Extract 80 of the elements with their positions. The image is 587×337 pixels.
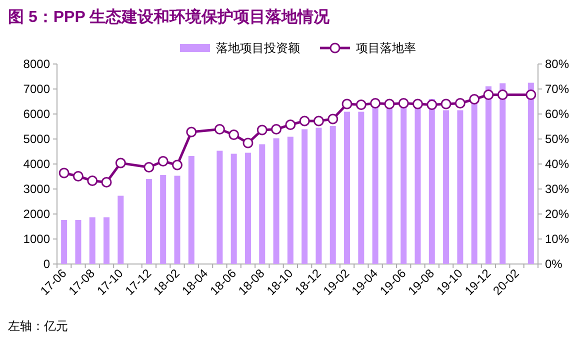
point bbox=[242, 138, 254, 148]
bar bbox=[372, 106, 378, 264]
bar bbox=[244, 152, 251, 264]
point bbox=[454, 98, 466, 108]
bar bbox=[457, 110, 464, 264]
point bbox=[483, 90, 494, 100]
point bbox=[469, 94, 480, 104]
bar bbox=[89, 217, 96, 264]
point bbox=[158, 156, 168, 166]
bar bbox=[528, 82, 534, 264]
y-tick-label: 0 bbox=[43, 257, 50, 271]
point bbox=[299, 116, 310, 126]
bar bbox=[146, 179, 152, 264]
point bbox=[271, 124, 282, 134]
point bbox=[101, 177, 112, 188]
legend-label: 落地项目投资额 bbox=[216, 41, 300, 55]
point bbox=[440, 98, 452, 110]
point bbox=[285, 120, 296, 130]
point bbox=[87, 176, 98, 186]
y-tick-label: 4000 bbox=[23, 157, 50, 171]
legend-label: 项目落地率 bbox=[356, 41, 416, 55]
point bbox=[186, 126, 197, 138]
point bbox=[356, 100, 366, 110]
y-tick-label: 3000 bbox=[23, 182, 50, 196]
y2-tick-label: 0% bbox=[545, 257, 563, 271]
bar bbox=[358, 112, 364, 264]
point bbox=[398, 98, 409, 108]
bar bbox=[273, 138, 280, 264]
bar bbox=[104, 217, 110, 264]
bar bbox=[485, 86, 492, 264]
bar bbox=[230, 154, 237, 264]
bar bbox=[216, 150, 223, 264]
y-tick-label: 8000 bbox=[23, 57, 50, 71]
y-tick-label: 7000 bbox=[23, 82, 50, 96]
y2-tick-label: 20% bbox=[545, 207, 570, 221]
point bbox=[313, 116, 324, 126]
y2-tick-label: 70% bbox=[545, 82, 570, 96]
point bbox=[342, 98, 352, 110]
y-tick-label: 6000 bbox=[23, 107, 50, 121]
point bbox=[384, 98, 395, 110]
bar bbox=[259, 144, 266, 264]
chart-title: 图 5：PPP 生态建设和环境保护项目落地情况 bbox=[8, 7, 331, 26]
point bbox=[328, 114, 338, 124]
y2-tick-label: 30% bbox=[545, 182, 570, 196]
y-tick-label: 1000 bbox=[23, 232, 50, 246]
point bbox=[144, 162, 154, 172]
point bbox=[256, 124, 268, 136]
y-tick-label: 5000 bbox=[23, 132, 50, 146]
y2-tick-label: 80% bbox=[545, 57, 570, 71]
bar bbox=[287, 136, 294, 264]
point bbox=[172, 160, 182, 170]
bar bbox=[75, 220, 82, 264]
point bbox=[526, 90, 536, 100]
bar bbox=[428, 99, 435, 264]
y2-tick-label: 40% bbox=[545, 157, 570, 171]
y-tick-label: 2000 bbox=[23, 207, 50, 221]
bar bbox=[160, 175, 166, 264]
point bbox=[370, 98, 381, 108]
bar bbox=[330, 126, 336, 264]
bar bbox=[188, 156, 194, 264]
y2-tick-label: 10% bbox=[545, 232, 570, 246]
bar bbox=[302, 129, 308, 264]
point bbox=[214, 124, 225, 134]
y2-tick-label: 50% bbox=[545, 132, 570, 146]
y2-tick-label: 60% bbox=[545, 107, 570, 121]
bar bbox=[500, 83, 506, 264]
bar bbox=[316, 128, 322, 264]
point bbox=[58, 168, 70, 178]
bar bbox=[344, 112, 350, 264]
bar bbox=[118, 196, 124, 264]
point bbox=[426, 100, 438, 110]
text: 左轴：亿元 bbox=[8, 319, 68, 333]
point bbox=[72, 171, 84, 182]
bar bbox=[443, 110, 450, 264]
bar bbox=[174, 176, 180, 264]
point bbox=[228, 130, 240, 140]
point bbox=[497, 90, 508, 100]
point bbox=[115, 158, 126, 168]
bar bbox=[61, 220, 68, 264]
point bbox=[412, 98, 423, 110]
